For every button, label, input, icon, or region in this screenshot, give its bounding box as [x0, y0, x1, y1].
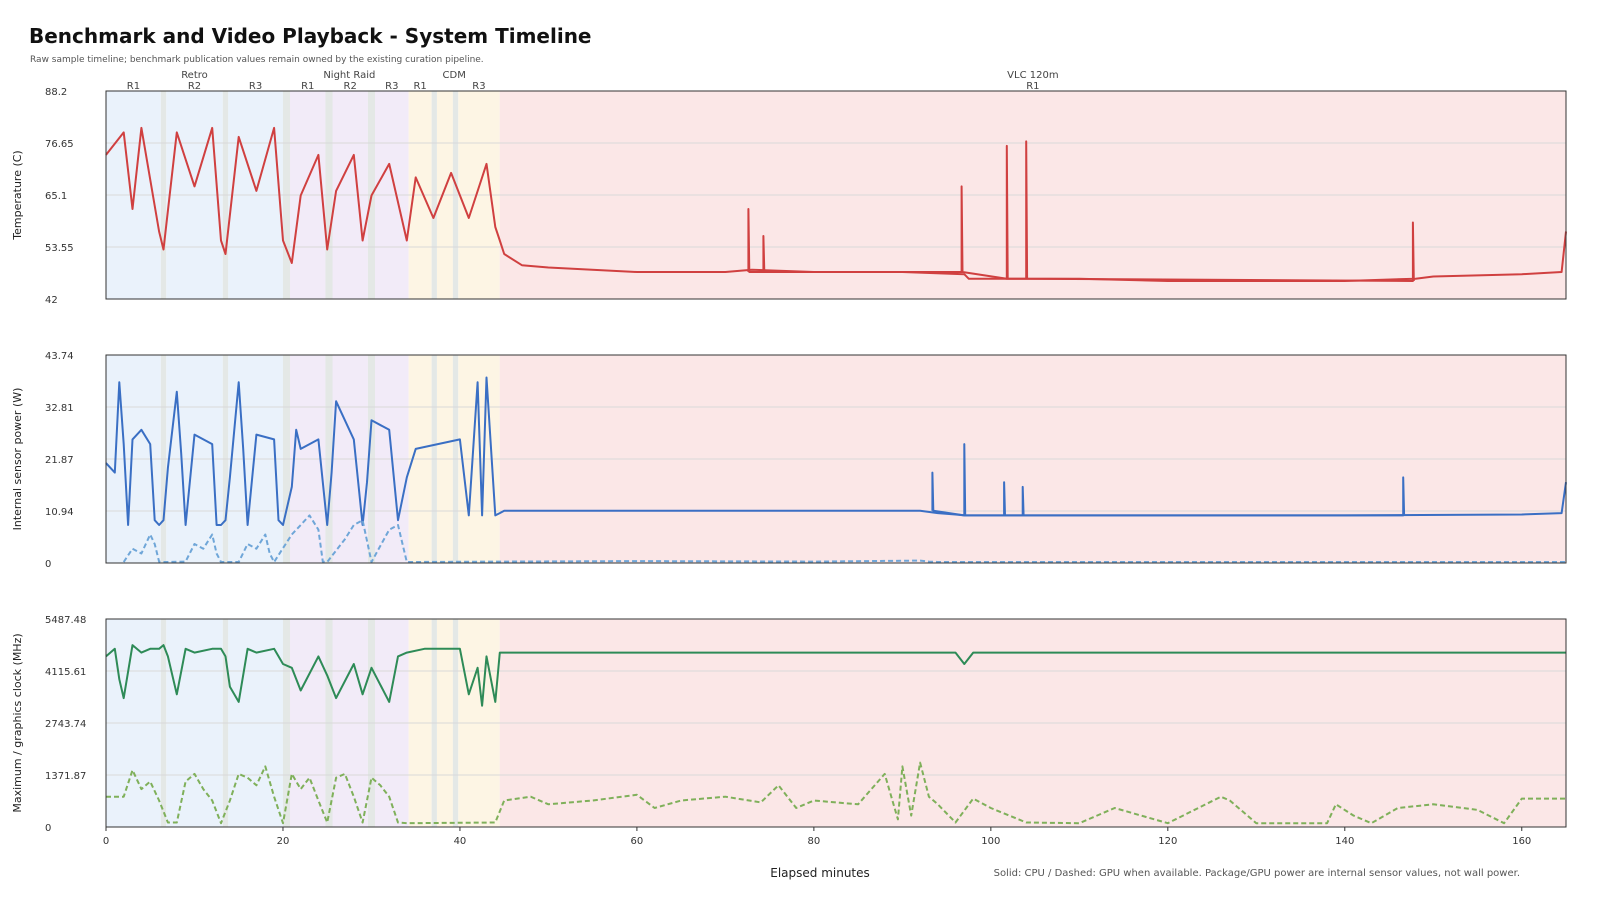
page-title: Benchmark and Video Playback - System Ti…	[29, 24, 592, 48]
page-subtitle: Raw sample timeline; benchmark publicati…	[30, 55, 484, 65]
series-line	[105, 644, 1566, 707]
y-tick-label: 0	[45, 823, 51, 834]
y-tick-label: 0	[45, 559, 51, 570]
y-tick-label: 5487.48	[45, 615, 86, 626]
x-tick-label: 40	[454, 836, 467, 847]
run-label: R3	[385, 81, 398, 92]
plot-frame	[105, 354, 1567, 564]
run-label: R3	[472, 81, 485, 92]
y-tick-label: 10.94	[45, 507, 74, 518]
plot-frame	[105, 90, 1567, 300]
y-tick-label: 32.81	[45, 403, 74, 414]
series-line	[105, 376, 1567, 526]
y-tick-label: 2743.74	[45, 719, 86, 730]
plot-frame	[105, 618, 1567, 828]
run-label: R1	[127, 81, 140, 92]
x-tick-label: 160	[1512, 836, 1531, 847]
y-tick-label: 21.87	[45, 455, 74, 466]
run-label: R1	[301, 81, 314, 92]
run-label: R3	[249, 81, 262, 92]
x-tick-label: 0	[103, 836, 109, 847]
y-tick-label: 43.74	[45, 351, 74, 362]
y-axis-label: Temperature (C)	[11, 150, 24, 240]
series-line	[106, 761, 1566, 825]
y-tick-label: 1371.87	[45, 771, 86, 782]
series-line	[122, 514, 1566, 563]
x-tick-label: 140	[1335, 836, 1354, 847]
x-tick-label: 100	[981, 836, 1000, 847]
y-tick-label: 76.65	[45, 139, 74, 150]
phase-label: Night Raid	[323, 70, 375, 81]
x-tick-label: 60	[631, 836, 644, 847]
run-label: R2	[188, 81, 201, 92]
series-line	[747, 140, 1415, 282]
y-tick-label: 88.2	[45, 87, 67, 98]
y-tick-label: 53.55	[45, 243, 74, 254]
footnote: Solid: CPU / Dashed: GPU when available.…	[993, 868, 1520, 879]
series-line	[931, 443, 1406, 517]
phase-label: VLC 120m	[1007, 70, 1058, 81]
y-axis-label: Internal sensor power (W)	[11, 388, 24, 531]
y-tick-label: 4115.61	[45, 667, 86, 678]
phase-label: CDM	[443, 70, 466, 81]
run-label: R2	[344, 81, 357, 92]
run-label: R1	[1026, 81, 1039, 92]
phase-label: Retro	[181, 70, 208, 81]
x-tick-label: 80	[808, 836, 821, 847]
x-tick-label: 20	[277, 836, 290, 847]
x-tick-label: 120	[1158, 836, 1177, 847]
y-tick-label: 65.1	[45, 191, 67, 202]
y-axis-label: Maximum / graphics clock (MHz)	[11, 633, 24, 812]
y-tick-label: 42	[45, 295, 58, 306]
x-axis-label: Elapsed minutes	[770, 866, 870, 880]
run-label: R1	[413, 81, 426, 92]
